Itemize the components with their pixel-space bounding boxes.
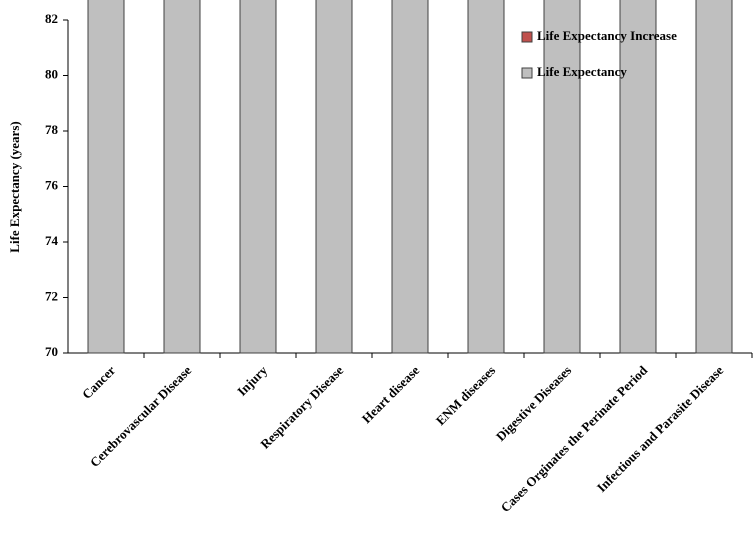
y-axis-label: Life Expectancy (years) bbox=[7, 121, 22, 252]
y-tick-label: 80 bbox=[45, 66, 58, 81]
y-tick-label: 78 bbox=[45, 122, 59, 137]
bar-segment bbox=[619, 0, 657, 354]
x-tick-label: Cancer bbox=[79, 362, 118, 401]
bar-segment bbox=[695, 0, 733, 354]
bar-segment bbox=[239, 0, 277, 354]
bar-segment bbox=[467, 0, 505, 354]
x-tick-label: Cases Orginates the Perinate Period bbox=[498, 362, 651, 515]
bar-segment bbox=[163, 0, 201, 354]
x-tick-label: Heart disease bbox=[359, 362, 423, 426]
x-tick-label: ENM diseases bbox=[433, 363, 499, 429]
legend-swatch bbox=[521, 31, 533, 43]
legend-label: Life Expectancy Increase bbox=[537, 28, 677, 43]
y-tick-label: 82 bbox=[45, 11, 58, 26]
bar-segment bbox=[543, 0, 581, 354]
y-tick-label: 70 bbox=[45, 344, 58, 359]
x-tick-label: Respiratory Disease bbox=[257, 362, 346, 451]
x-tick-label: Injury bbox=[234, 362, 270, 398]
x-tick-label: Digestive Diseases bbox=[493, 363, 574, 444]
y-tick-label: 72 bbox=[45, 288, 58, 303]
bar-segment bbox=[87, 0, 125, 354]
bar-segment bbox=[391, 0, 429, 354]
y-tick-label: 76 bbox=[45, 177, 59, 192]
bar-segment bbox=[315, 0, 353, 354]
y-tick-label: 74 bbox=[45, 233, 59, 248]
legend-label: Life Expectancy bbox=[537, 64, 627, 79]
x-tick-label: Infectious and Parasite Disease bbox=[594, 362, 727, 495]
legend-swatch bbox=[521, 67, 533, 79]
